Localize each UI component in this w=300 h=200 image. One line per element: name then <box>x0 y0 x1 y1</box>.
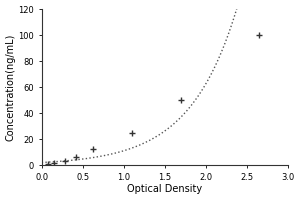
Y-axis label: Concentration(ng/mL): Concentration(ng/mL) <box>6 33 16 141</box>
X-axis label: Optical Density: Optical Density <box>127 184 202 194</box>
